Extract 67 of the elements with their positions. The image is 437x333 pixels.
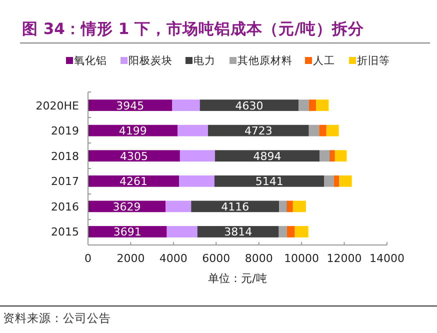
legend-label: 人工 [313, 55, 335, 67]
bar [200, 100, 299, 111]
bar [191, 200, 280, 212]
legend-label: 氧化铝 [74, 55, 107, 67]
data-label: 4199 [118, 124, 147, 138]
data-label: 4305 [120, 150, 148, 163]
x-tick-label: 6000 [202, 252, 230, 265]
bar [278, 226, 287, 238]
chart-title: 图 34：情形 1 下，市场吨铝成本（元/吨）拆分 [22, 20, 366, 38]
bar [214, 175, 324, 187]
y-tick-label: 2015 [51, 226, 79, 239]
bar [319, 124, 326, 136]
data-label: 4630 [235, 99, 264, 112]
y-tick-label: 2018 [51, 150, 79, 163]
bar [88, 124, 178, 136]
bar [88, 175, 180, 187]
bar [180, 150, 215, 162]
x-tick-label: 8000 [244, 252, 273, 265]
bar [166, 200, 192, 212]
y-tick-label: 2019 [51, 124, 79, 138]
bar [208, 124, 309, 136]
bar [316, 100, 329, 111]
bar [166, 226, 198, 238]
legend-label: 阳极炭块 [128, 54, 172, 67]
bar [334, 175, 340, 187]
data-label: 3945 [116, 99, 144, 112]
data-label: 4723 [244, 124, 272, 138]
bar [334, 150, 347, 162]
bar [214, 150, 320, 162]
bar [179, 175, 214, 187]
bar [279, 200, 287, 212]
bar [324, 175, 334, 187]
data-label: 5141 [255, 175, 284, 188]
bar [292, 200, 306, 212]
data-label: 4894 [253, 150, 282, 163]
x-axis-title: 单位：元/吨 [208, 272, 267, 285]
x-tick-label: 12000 [326, 252, 362, 265]
bar [308, 100, 316, 111]
bar [88, 150, 180, 162]
bar [172, 100, 200, 111]
text: 资料来源：公司公告 [3, 311, 111, 325]
bar [308, 124, 320, 136]
bar [326, 124, 339, 136]
y-tick-label: 2017 [51, 175, 79, 188]
x-tick-label: 0 [84, 252, 92, 265]
bar [339, 175, 352, 187]
data-label: 3814 [224, 226, 252, 239]
bar [286, 200, 293, 212]
bar [319, 150, 330, 162]
bar [330, 150, 335, 162]
x-tick-label: 4000 [159, 252, 188, 265]
legend-label: 折旧等 [357, 54, 390, 67]
y-tick-label: 2016 [51, 200, 79, 214]
legend-label: 电力 [194, 54, 216, 67]
bar [294, 226, 308, 238]
x-tick-label: 10000 [284, 252, 320, 265]
data-label: 3691 [113, 226, 142, 239]
bar [178, 124, 208, 136]
bar [298, 100, 309, 111]
bar [286, 226, 295, 238]
y-tick-label: 2020HE [36, 99, 80, 112]
legend-label: 其他原材料 [238, 54, 292, 67]
data-label: 4116 [221, 200, 250, 214]
x-tick-label: 14000 [370, 252, 404, 265]
x-tick-label: 2000 [116, 252, 145, 265]
data-label: 4261 [120, 175, 148, 188]
data-label: 3629 [112, 200, 141, 214]
